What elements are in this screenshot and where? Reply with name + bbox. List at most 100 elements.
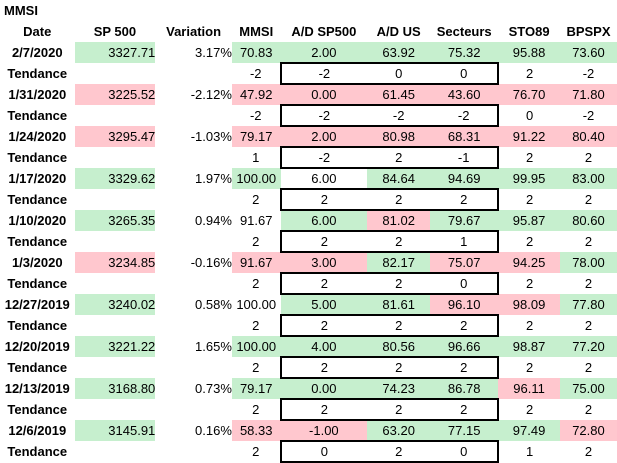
- variation-cell[interactable]: [155, 63, 232, 84]
- variation-cell[interactable]: 3.17%: [195, 45, 232, 60]
- secteurs-cell[interactable]: 2: [430, 188, 500, 211]
- adus-cell[interactable]: 80.56: [367, 336, 431, 357]
- mmsi-cell[interactable]: 58.33: [231, 420, 281, 441]
- sto89-cell[interactable]: 98.87: [498, 336, 560, 357]
- sto89-cell[interactable]: 95.88: [498, 42, 560, 63]
- header-secteurs[interactable]: Secteurs: [436, 24, 492, 39]
- variation-cell[interactable]: [155, 231, 232, 252]
- header-variation[interactable]: Variation: [166, 24, 222, 39]
- variation-cell[interactable]: 0.58%: [195, 297, 232, 312]
- date-cell[interactable]: 12/13/2019: [4, 381, 70, 396]
- sp500-cell[interactable]: 3145.91: [74, 420, 156, 441]
- secteurs-cell[interactable]: 75.32: [430, 42, 499, 63]
- adus-cell[interactable]: 63.20: [367, 420, 431, 441]
- date-cell[interactable]: 2/7/2020: [11, 45, 63, 60]
- adus-cell[interactable]: 80.98: [367, 126, 431, 147]
- date-cell[interactable]: 1/31/2020: [8, 87, 67, 102]
- secteurs-cell[interactable]: 2: [430, 356, 500, 379]
- sto89-cell[interactable]: 94.25: [498, 252, 560, 273]
- tendance-label[interactable]: Tendance: [7, 318, 68, 333]
- adus-cell[interactable]: 2: [367, 146, 431, 169]
- tendance-label[interactable]: Tendance: [7, 234, 68, 249]
- date-cell[interactable]: 1/10/2020: [8, 213, 67, 228]
- sp500-cell[interactable]: 3327.71: [74, 42, 156, 63]
- adus-cell[interactable]: -2: [367, 104, 431, 127]
- sp500-cell[interactable]: [75, 399, 156, 420]
- mmsi-cell[interactable]: 100.00: [231, 336, 281, 357]
- mmsi-cell[interactable]: 79.17: [231, 126, 281, 147]
- date-cell[interactable]: 12/27/2019: [4, 297, 70, 312]
- adsp500-cell[interactable]: 2: [279, 398, 368, 421]
- mmsi-cell[interactable]: 47.92: [231, 84, 281, 105]
- sto89-cell[interactable]: 2: [525, 234, 534, 249]
- adsp500-cell[interactable]: 5.00: [280, 294, 368, 315]
- variation-cell[interactable]: [155, 357, 232, 378]
- mmsi-cell[interactable]: 2: [252, 234, 260, 249]
- secteurs-cell[interactable]: 77.15: [430, 420, 499, 441]
- date-cell[interactable]: 12/20/2019: [4, 339, 70, 354]
- tendance-label[interactable]: Tendance: [7, 66, 68, 81]
- variation-cell[interactable]: 1.65%: [195, 339, 232, 354]
- bpspx-cell[interactable]: -2: [582, 108, 595, 123]
- variation-cell[interactable]: [155, 441, 232, 462]
- bpspx-cell[interactable]: 78.00: [559, 252, 617, 273]
- secteurs-cell[interactable]: 0: [430, 272, 500, 295]
- mmsi-cell[interactable]: -2: [249, 108, 262, 123]
- adus-cell[interactable]: 2: [367, 356, 431, 379]
- sto89-cell[interactable]: 1: [525, 444, 534, 459]
- adsp500-cell[interactable]: 2: [279, 272, 368, 295]
- sp500-cell[interactable]: 3225.52: [74, 84, 156, 105]
- tendance-label[interactable]: Tendance: [7, 276, 68, 291]
- adsp500-cell[interactable]: 2: [279, 188, 368, 211]
- secteurs-cell[interactable]: -2: [430, 104, 500, 127]
- mmsi-cell[interactable]: 2: [252, 360, 260, 375]
- mmsi-cell[interactable]: 100.00: [236, 297, 277, 312]
- adsp500-cell[interactable]: -2: [279, 62, 368, 85]
- adus-cell[interactable]: 82.17: [367, 252, 431, 273]
- variation-cell[interactable]: [155, 147, 232, 168]
- mmsi-cell[interactable]: 91.67: [231, 252, 281, 273]
- secteurs-cell[interactable]: 0: [430, 440, 500, 463]
- tendance-label[interactable]: Tendance: [7, 444, 68, 459]
- adsp500-cell[interactable]: 0: [279, 440, 368, 463]
- sp500-cell[interactable]: [75, 189, 156, 210]
- date-cell[interactable]: 1/3/2020: [11, 255, 63, 270]
- variation-cell[interactable]: 0.73%: [195, 381, 232, 396]
- date-cell[interactable]: 12/6/2019: [8, 423, 67, 438]
- mmsi-cell[interactable]: -2: [249, 66, 262, 81]
- sto89-cell[interactable]: 2: [525, 66, 534, 81]
- secteurs-cell[interactable]: 0: [430, 62, 500, 85]
- date-cell[interactable]: 1/17/2020: [8, 171, 67, 186]
- secteurs-cell[interactable]: 68.31: [430, 126, 499, 147]
- adsp500-cell[interactable]: 2: [279, 230, 368, 253]
- sto89-cell[interactable]: 98.09: [498, 294, 560, 315]
- header-date[interactable]: Date: [23, 24, 52, 39]
- sp500-cell[interactable]: 3234.85: [74, 252, 156, 273]
- sp500-cell[interactable]: [75, 273, 156, 294]
- adus-cell[interactable]: 2: [367, 398, 431, 421]
- sp500-cell[interactable]: 3221.22: [74, 336, 156, 357]
- variation-cell[interactable]: [155, 105, 232, 126]
- adsp500-cell[interactable]: 2: [279, 356, 368, 379]
- sto89-cell[interactable]: 76.70: [498, 84, 560, 105]
- mmsi-cell[interactable]: 2: [252, 402, 260, 417]
- adus-cell[interactable]: 2: [367, 440, 431, 463]
- sto89-cell[interactable]: 99.95: [498, 168, 560, 189]
- bpspx-cell[interactable]: 77.80: [559, 294, 617, 315]
- adsp500-cell[interactable]: 3.00: [280, 252, 368, 273]
- variation-cell[interactable]: -1.03%: [190, 129, 232, 144]
- bpspx-cell[interactable]: 83.00: [559, 168, 617, 189]
- secteurs-cell[interactable]: 79.67: [430, 210, 499, 231]
- adus-cell[interactable]: 81.02: [367, 210, 431, 231]
- mmsi-cell[interactable]: 79.17: [231, 378, 281, 399]
- bpspx-cell[interactable]: 72.80: [559, 420, 617, 441]
- adus-cell[interactable]: 81.61: [367, 294, 431, 315]
- sto89-cell[interactable]: 2: [525, 276, 534, 291]
- sp500-cell[interactable]: 3240.02: [74, 294, 156, 315]
- sp500-cell[interactable]: [75, 315, 156, 336]
- sp500-cell[interactable]: [75, 231, 156, 252]
- header-ad-sp500[interactable]: A/D SP500: [291, 24, 357, 39]
- secteurs-cell[interactable]: -1: [430, 146, 500, 169]
- variation-cell[interactable]: 0.94%: [195, 213, 232, 228]
- secteurs-cell[interactable]: 2: [430, 314, 500, 337]
